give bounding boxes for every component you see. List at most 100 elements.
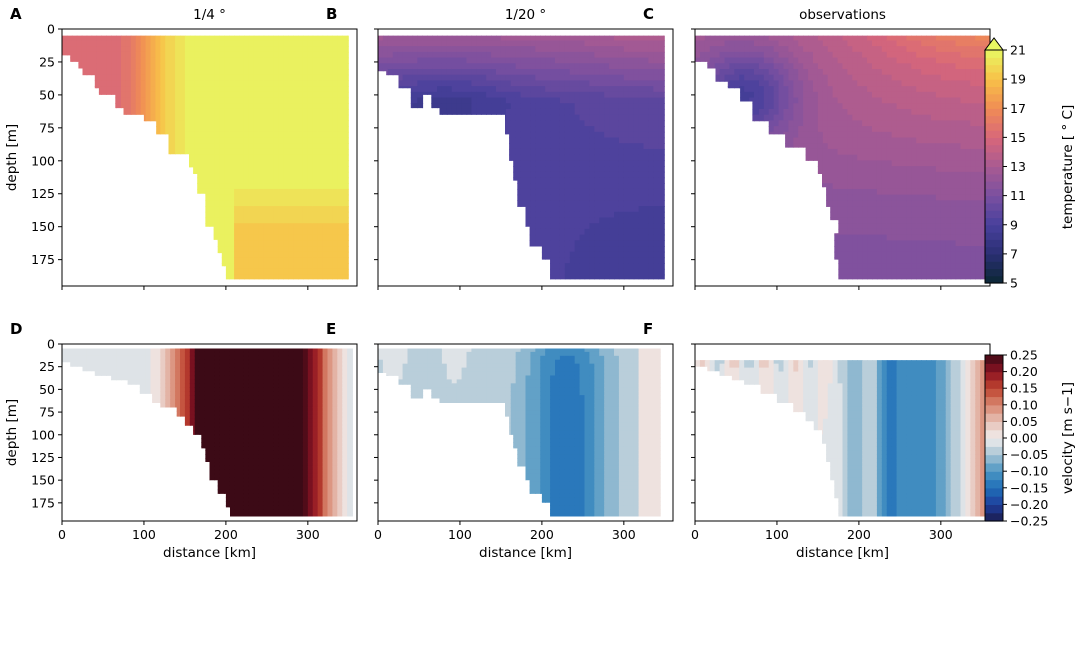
field-E — [378, 348, 661, 517]
colorbar-level — [985, 388, 1003, 398]
x-tick-label: 100 — [448, 527, 472, 542]
y-tick-label: 50 — [39, 87, 55, 102]
colorbar-level — [985, 86, 1003, 95]
colorbar-velocity: 0.250.20 0.150.10 0.05 0.00−0.05 −0.10−0.15 −… — [984, 348, 1076, 529]
y-tick-label: 25 — [39, 359, 55, 374]
colorbar-level — [985, 181, 1003, 189]
axes-frame — [61, 343, 358, 522]
colorbar-level — [985, 166, 1003, 175]
colorbar-tick-label: 15 — [1010, 130, 1026, 145]
colorbar-tick-label: 9 — [1010, 217, 1018, 232]
y-tick-label: 150 — [31, 219, 55, 234]
x-tick-label: 300 — [612, 527, 636, 542]
colorbar-label: velocity [m s−1] — [1060, 382, 1076, 494]
field-B — [378, 35, 665, 280]
x-tick-label: 0 — [691, 527, 699, 542]
colorbar-level — [985, 496, 1003, 505]
colorbar-level — [985, 429, 1003, 439]
y-tick-label: 25 — [39, 54, 55, 69]
colorbar-level — [985, 202, 1003, 211]
colorbar-level — [985, 512, 1003, 522]
y-tick-label: 75 — [39, 405, 55, 420]
colorbar-tick-label: −0.25 — [1010, 514, 1048, 529]
colorbar-level — [985, 413, 1003, 422]
colorbar-level — [985, 79, 1003, 88]
field-A — [62, 35, 349, 280]
x-tick-label: 100 — [132, 527, 156, 542]
y-tick-label: 75 — [39, 120, 55, 135]
colorbar-tick-label: −0.10 — [1010, 464, 1048, 479]
panel-letter: D — [10, 320, 22, 338]
colorbar-tick-label: 17 — [1010, 101, 1026, 116]
colorbar-level — [985, 479, 1003, 489]
colorbar-level — [985, 438, 1003, 447]
y-tick-label: 175 — [31, 495, 55, 510]
colorbar-level — [985, 462, 1003, 472]
y-tick-label: 100 — [31, 427, 55, 442]
panel-F: 0 100 200 300 distance [km] F — [643, 320, 991, 561]
colorbar-level — [985, 454, 1003, 464]
x-tick-label: 200 — [847, 527, 871, 542]
colorbar-tick-label: 0.00 — [1010, 431, 1038, 446]
panel-letter: C — [643, 5, 654, 23]
colorbar-level — [985, 71, 1003, 80]
y-tick-label: 0 — [47, 337, 55, 352]
x-tick-label: 0 — [58, 527, 66, 542]
colorbar-level — [985, 173, 1003, 182]
y-axis-label: depth [m] — [4, 124, 20, 191]
y-tick-label: 125 — [31, 186, 55, 201]
colorbar-tick-label: 13 — [1010, 159, 1026, 174]
colorbar-level — [985, 137, 1003, 146]
colorbar-level — [985, 144, 1003, 153]
panel-title: 1/4 ° — [193, 7, 226, 23]
y-axis-label: depth [m] — [4, 399, 20, 466]
x-axis-label: distance [km] — [796, 545, 889, 561]
colorbar-tick-label: 5 — [1010, 276, 1018, 291]
colorbar-tick-label: −0.20 — [1010, 497, 1048, 512]
y-tick-label: 100 — [31, 153, 55, 168]
colorbar-tick-label: 0.10 — [1010, 397, 1038, 412]
colorbar-level — [985, 130, 1003, 138]
colorbar-level — [985, 504, 1003, 514]
colorbar-tick-label: −0.15 — [1010, 480, 1048, 495]
panel-A: 0 25 50 75 100 125 150 175 depth [m] 1/4 ° A — [4, 5, 358, 290]
field-D — [62, 348, 353, 517]
colorbar-level — [985, 232, 1003, 240]
x-tick-label: 100 — [765, 527, 789, 542]
colorbar-level — [985, 108, 1003, 117]
y-tick-label: 175 — [31, 252, 55, 267]
colorbar-label: temperature [ ° C] — [1060, 105, 1076, 229]
colorbar-level — [985, 355, 1003, 364]
axes-frame — [61, 28, 358, 287]
colorbar-level — [985, 64, 1003, 73]
colorbar-level — [985, 159, 1003, 168]
colorbar-level — [985, 371, 1003, 381]
colorbar-level — [985, 446, 1003, 456]
x-tick-label: 0 — [374, 527, 382, 542]
x-tick-label: 200 — [530, 527, 554, 542]
colorbar-tick-label: 21 — [1010, 43, 1026, 58]
colorbar-tick-label: 0.15 — [1010, 381, 1038, 396]
colorbar-level — [985, 379, 1003, 389]
colorbar-level — [985, 122, 1003, 131]
colorbar-level — [985, 50, 1003, 58]
colorbar-level — [985, 57, 1003, 66]
colorbar-level — [985, 224, 1003, 233]
colorbar-level — [985, 151, 1003, 160]
colorbar-level — [985, 363, 1003, 373]
x-tick-label: 200 — [214, 527, 238, 542]
colorbar-level — [985, 93, 1003, 102]
colorbar-tick-label: 0.20 — [1010, 364, 1038, 379]
colorbar-level — [985, 268, 1003, 277]
x-tick-label: 300 — [929, 527, 953, 542]
x-axis-label: distance [km] — [163, 545, 256, 561]
panel-D: 0 25 50 75 100 125 150 175 0 100 200 300 distance [k… — [4, 320, 358, 561]
panel-title: observations — [799, 7, 886, 23]
colorbar-level — [985, 471, 1003, 481]
colorbar-level — [985, 115, 1003, 124]
colorbar-tick-label: 11 — [1010, 188, 1026, 203]
colorbar-level — [985, 487, 1003, 497]
panel-letter: B — [326, 5, 337, 23]
colorbar-level — [985, 210, 1003, 219]
